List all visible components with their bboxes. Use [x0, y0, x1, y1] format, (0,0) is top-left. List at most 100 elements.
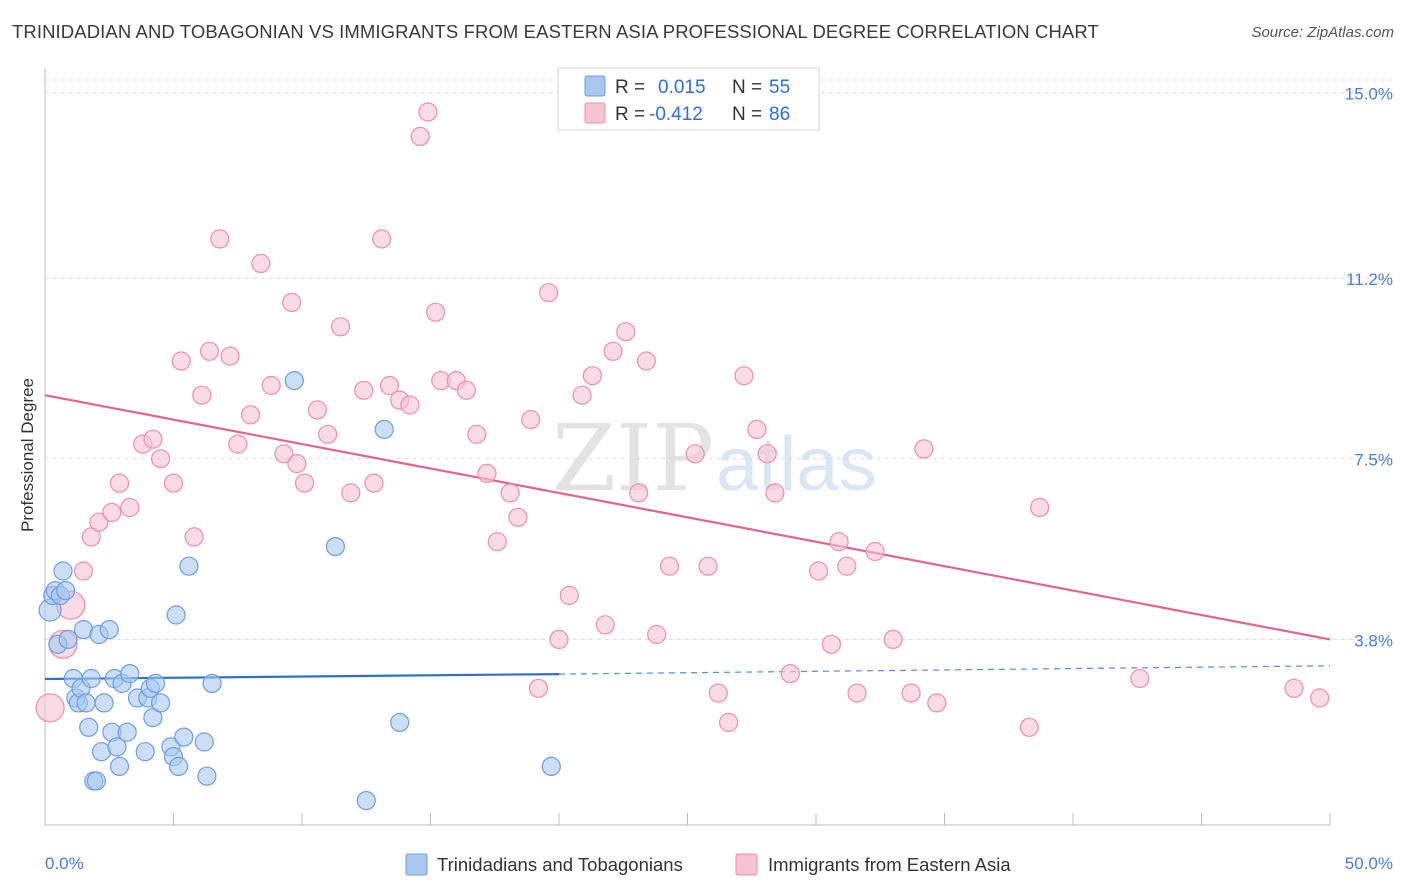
y-tick-labels: 3.8% 7.5% 11.2% 15.0% [1345, 84, 1393, 650]
pink-point-76 [865, 541, 885, 562]
blue-point-25 [109, 756, 130, 777]
pink-point-53 [572, 385, 592, 405]
pink-point-50 [539, 283, 559, 303]
pink-point-55 [595, 615, 615, 635]
pink-point-46 [500, 483, 520, 503]
pink-point-6 [102, 502, 122, 523]
pink-point-47 [508, 507, 528, 527]
legend-r-value-1: 0.015 [658, 77, 706, 98]
pink-point-7 [109, 473, 130, 493]
pink-point-23 [274, 444, 294, 464]
pink-point-56 [603, 341, 623, 361]
blue-point-49 [390, 712, 410, 733]
legend-n-label-2: N = [732, 104, 762, 125]
pink-point-11 [151, 449, 171, 469]
blue-point-43 [197, 766, 217, 786]
blue-point-5 [53, 561, 73, 581]
pink-point-17 [210, 229, 230, 249]
blue-point-27 [117, 722, 137, 742]
pink-point-8 [120, 497, 140, 518]
pink-point-3 [73, 561, 94, 581]
pink-point-67 [747, 419, 767, 439]
y-axis-title: Professional Degree [18, 378, 37, 532]
blue-point-40 [174, 727, 194, 747]
pink-point-31 [354, 380, 374, 400]
blue-point-30 [135, 742, 155, 762]
pink-point-52 [559, 585, 579, 606]
blue-point-41 [179, 556, 199, 576]
pink-point-21 [251, 253, 271, 273]
data-points [35, 102, 1330, 811]
pink-point-57 [616, 322, 636, 342]
pink-point-60 [647, 624, 667, 645]
pink-point-45 [487, 532, 507, 552]
blue-point-44 [202, 673, 222, 694]
series-legend-label-blue: Trinidadians and Tobagonians [437, 854, 683, 875]
pink-point-54 [582, 366, 603, 386]
blue-point-50 [541, 756, 561, 777]
x-tick-label-0: 0.0% [45, 854, 84, 873]
legend-r-value-2: -0.412 [649, 104, 703, 125]
pink-point-49 [528, 678, 549, 698]
pink-point-16 [199, 341, 220, 361]
pink-trend-line [44, 394, 1331, 641]
legend-n-value-1: 55 [769, 77, 790, 98]
pink-point-18 [220, 346, 240, 366]
blue-point-48 [374, 419, 394, 439]
blue-point-15 [81, 668, 101, 689]
pink-point-39 [426, 302, 446, 322]
blue-point-38 [166, 605, 186, 625]
pink-point-20 [241, 405, 261, 425]
pink-point-10 [143, 429, 163, 449]
pink-point-5 [89, 512, 109, 532]
pink-point-65 [718, 712, 739, 733]
pink-point-22 [261, 375, 281, 396]
correlation-legend: R = 0.015 N = 55 R = -0.412 N = 86 [557, 67, 820, 131]
blue-point-47 [356, 790, 376, 811]
blue-point-20 [94, 693, 114, 713]
pink-point-73 [829, 532, 849, 552]
pink-point-79 [914, 439, 934, 459]
pink-point-84 [1284, 678, 1304, 698]
blue-trend-line-extension [558, 665, 1331, 675]
pink-point-43 [467, 424, 487, 444]
legend-r-label-2: R = [615, 104, 645, 125]
blue-point-7 [58, 629, 78, 650]
pink-point-81 [1019, 717, 1039, 737]
pink-point-77 [883, 629, 903, 650]
pink-point-19 [228, 434, 248, 454]
pink-point-61 [659, 556, 680, 576]
pink-point-37 [410, 126, 430, 146]
pink-point-44 [477, 463, 497, 483]
pink-point-15 [192, 385, 212, 405]
blue-point-35 [151, 693, 171, 713]
series-legend-label-pink: Immigrants from Eastern Asia [768, 854, 1011, 875]
legend-swatch-pink [584, 102, 606, 124]
pink-point-64 [708, 683, 728, 703]
pink-point-62 [685, 444, 705, 464]
pink-point-75 [847, 683, 867, 703]
y-tick-label-2: 11.2% [1346, 270, 1393, 289]
legend-r-label-1: R = [615, 77, 645, 98]
source-credit: Source: ZipAtlas.com [1251, 24, 1394, 41]
pink-point-24 [282, 292, 302, 312]
pink-point-48 [521, 410, 541, 430]
pink-point-29 [331, 317, 351, 337]
y-tick-label-0: 3.8% [1354, 631, 1393, 650]
pink-point-63 [698, 556, 718, 576]
blue-point-13 [76, 693, 96, 713]
pink-point-34 [379, 375, 399, 396]
pink-point-27 [307, 400, 327, 420]
blue-point-6 [55, 580, 76, 601]
pink-point-30 [341, 483, 361, 503]
series-legend-swatch-blue [405, 853, 428, 876]
series-legend: Trinidadians and Tobagonians Immigrants … [405, 853, 1011, 876]
legend-n-value-2: 86 [769, 104, 790, 125]
pink-point-68 [757, 444, 777, 464]
blue-point-14 [79, 717, 99, 737]
pink-point-32 [364, 473, 384, 493]
pink-point-80 [927, 693, 947, 713]
pink-point-71 [808, 561, 829, 581]
blue-point-42 [194, 732, 214, 752]
y-tick-label-1: 7.5% [1354, 451, 1393, 470]
